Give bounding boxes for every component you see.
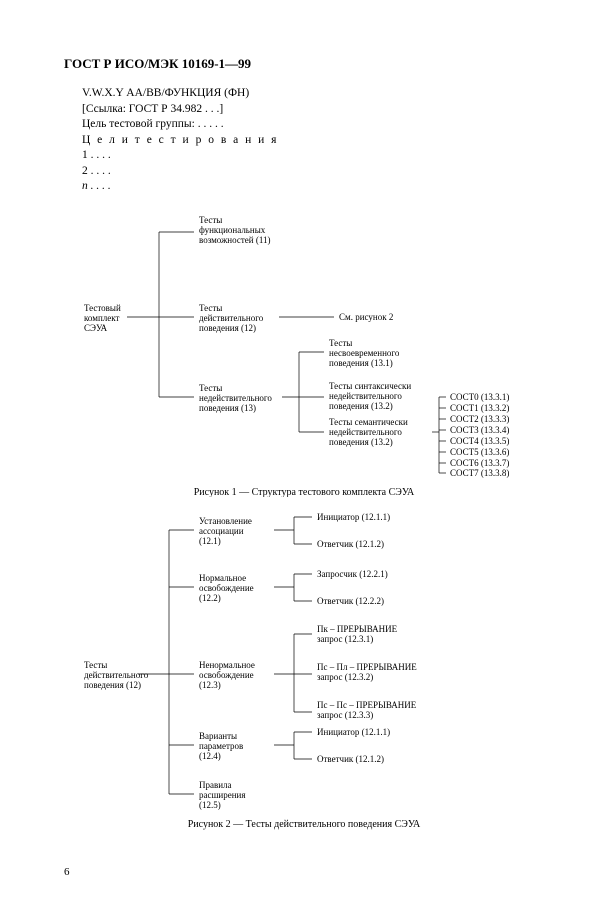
f1-s7: СОСТ7 (13.3.8) — [450, 468, 509, 478]
f1-s6: СОСТ6 (13.3.7) — [450, 458, 509, 468]
figure-1-caption: Рисунок 1 — Структура тестового комплект… — [194, 487, 415, 497]
f2-r7-2: запрос (12.3.3) — [317, 710, 373, 720]
f1-b2-1: Тесты — [199, 303, 222, 313]
f2-a2-2: освобождение — [199, 583, 254, 593]
hdr-l7: n . . . . — [82, 179, 544, 195]
f2-r4: Ответчик (12.2.2) — [317, 596, 384, 606]
f1-b3-1: Тесты — [199, 383, 222, 393]
f2-a3-3: (12.3) — [199, 680, 221, 690]
f1-s5: СОСТ5 (13.3.6) — [450, 447, 509, 457]
f1-c2-1: Тесты синтаксически — [329, 381, 411, 391]
f1-c1-2: несвоевременного — [329, 348, 400, 358]
f2-a3-2: освобождение — [199, 670, 254, 680]
f2-a3-1: Ненормальное — [199, 660, 255, 670]
hdr-l3: Цель тестовой группы: . . . . . — [82, 117, 544, 133]
hdr-l6: 2 . . . . — [82, 164, 544, 180]
f1-c2-2: недействительного — [329, 391, 402, 401]
f2-a5-2: расширения — [199, 790, 246, 800]
f1-s3: СОСТ3 (13.3.4) — [450, 425, 509, 435]
f2-r8: Инициатор (12.1.1) — [317, 727, 390, 737]
hdr-l2: [Ссылка: ГОСТ Р 34.982 . . .] — [82, 102, 544, 118]
f1-c1-3: поведения (13.1) — [329, 358, 393, 368]
f2-r6-2: запрос (12.3.2) — [317, 672, 373, 682]
f2-a5-1: Правила — [199, 780, 232, 790]
f1-root-1: Тестовый — [84, 303, 121, 313]
f2-r1: Инициатор (12.1.1) — [317, 512, 390, 522]
figure-2-tree: Тесты действительного поведения (12) Уст… — [64, 502, 544, 832]
f2-root-1: Тесты — [84, 660, 107, 670]
f1-b1-1: Тесты — [199, 215, 222, 225]
f1-root-2: комплект — [84, 313, 119, 323]
hdr-l1: V.W.X.Y АА/ВВ/ФУНКЦИЯ (ФН) — [82, 86, 544, 102]
figure-1-tree: Тестовый комплект СЭУА Тесты функциональ… — [64, 207, 544, 497]
f1-s4: СОСТ4 (13.3.5) — [450, 436, 509, 446]
f1-b1-2: функциональных — [199, 225, 266, 235]
f2-r6-1: Пс – Пл – ПРЕРЫВАНИЕ — [317, 662, 417, 672]
f2-a2-1: Нормальное — [199, 573, 246, 583]
f2-r2: Ответчик (12.1.2) — [317, 539, 384, 549]
f1-b1-3: возможностей (11) — [199, 235, 271, 245]
f2-r7-1: Пс – Пс – ПРЕРЫВАНИЕ — [317, 700, 417, 710]
f2-a4-1: Варианты — [199, 731, 237, 741]
page-number: 6 — [64, 866, 70, 878]
f2-a1-1: Установление — [199, 516, 252, 526]
hdr-l5: 1 . . . . — [82, 148, 544, 164]
f2-root-2: действительного — [84, 670, 149, 680]
figure-2-caption: Рисунок 2 — Тесты действительного поведе… — [188, 819, 421, 830]
f2-root-3: поведения (12) — [84, 680, 141, 690]
f2-a4-2: параметров — [199, 741, 243, 751]
f2-a5-3: (12.5) — [199, 800, 221, 810]
f1-c1-1: Тесты — [329, 338, 352, 348]
f2-a4-3: (12.4) — [199, 751, 221, 761]
f1-c3-1: Тесты семантически — [329, 417, 408, 427]
f1-b3-2: недействительного — [199, 393, 272, 403]
header-block: V.W.X.Y АА/ВВ/ФУНКЦИЯ (ФН) [Ссылка: ГОСТ… — [82, 86, 544, 195]
f2-r9: Ответчик (12.1.2) — [317, 754, 384, 764]
f1-b3-3: поведения (13) — [199, 403, 256, 413]
f2-a1-2: ассоциации — [199, 526, 244, 536]
f1-c2-3: поведения (13.2) — [329, 401, 393, 411]
f2-r3: Запросчик (12.2.1) — [317, 569, 388, 579]
f1-s1: СОСТ1 (13.3.2) — [450, 403, 509, 413]
f1-b2-3: поведения (12) — [199, 323, 256, 333]
f1-root-3: СЭУА — [84, 323, 108, 333]
hdr-l4: Ц е л и т е с т и р о в а н и я — [82, 133, 544, 149]
document-id: ГОСТ Р ИСО/МЭК 10169-1—99 — [64, 56, 544, 72]
f1-c3-3: поведения (13.2) — [329, 437, 393, 447]
f1-s0: СОСТ0 (13.3.1) — [450, 392, 509, 402]
f1-b2-ref: См. рисунок 2 — [339, 312, 393, 322]
f2-r5-2: запрос (12.3.1) — [317, 634, 373, 644]
f1-s2: СОСТ2 (13.3.3) — [450, 414, 509, 424]
f1-c3-2: недействительного — [329, 427, 402, 437]
f2-a1-3: (12.1) — [199, 536, 221, 546]
f1-b2-2: действительного — [199, 313, 264, 323]
f2-a2-3: (12.2) — [199, 593, 221, 603]
f2-r5-1: Пк – ПРЕРЫВАНИЕ — [317, 624, 398, 634]
